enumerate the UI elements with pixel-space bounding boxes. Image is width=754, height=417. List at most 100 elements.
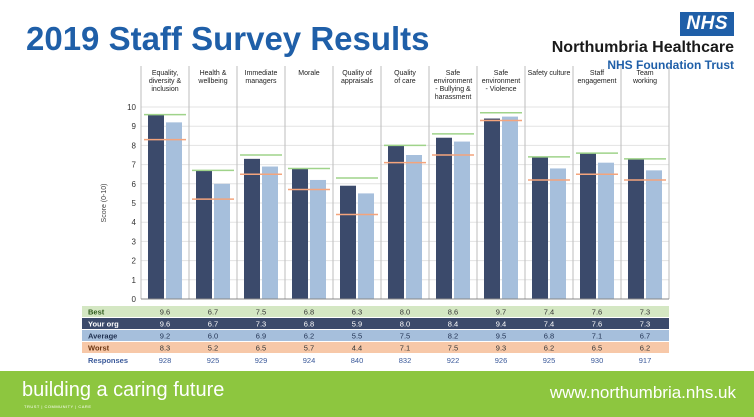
bar-average <box>262 166 278 299</box>
table-cell: 8.0 <box>400 308 410 317</box>
bar-average <box>358 193 374 299</box>
y-axis-label: Score (0-10) <box>101 184 108 223</box>
y-tick-label: 9 <box>132 122 137 131</box>
category-label: Morale <box>298 70 320 77</box>
table-cell: 6.0 <box>208 332 218 341</box>
responses-value: 925 <box>207 356 220 365</box>
table-row-label: Average <box>88 332 117 341</box>
table-cell: 6.7 <box>640 332 650 341</box>
table-cell: 9.6 <box>160 320 170 329</box>
responses-value: 840 <box>351 356 364 365</box>
category-label: Safe environment - Bullying & harassment <box>434 70 473 101</box>
table-cell: 6.9 <box>256 332 266 341</box>
category-label: Health & wellbeing <box>197 70 227 85</box>
responses-value: 922 <box>447 356 460 365</box>
bar-your-org <box>292 168 308 299</box>
category-label: Staff engagement <box>578 70 617 85</box>
table-cell: 5.9 <box>352 320 362 329</box>
bar-average <box>550 168 566 299</box>
table-cell: 9.4 <box>496 320 506 329</box>
bar-your-org <box>628 158 644 299</box>
table-row-bg <box>82 318 669 329</box>
table-cell: 9.5 <box>496 332 506 341</box>
table-cell: 8.0 <box>400 320 410 329</box>
bar-average <box>646 170 662 299</box>
responses-value: 930 <box>591 356 604 365</box>
bar-your-org <box>148 114 164 300</box>
y-tick-label: 8 <box>132 141 137 150</box>
bar-your-org <box>436 137 452 299</box>
table-cell: 6.5 <box>592 344 602 353</box>
bar-average <box>214 183 230 299</box>
table-cell: 6.2 <box>304 332 314 341</box>
responses-value: 929 <box>255 356 268 365</box>
table-cell: 6.8 <box>304 308 314 317</box>
table-cell: 6.3 <box>352 308 362 317</box>
bar-average <box>454 141 470 299</box>
trust-name: Northumbria Healthcare <box>551 39 734 56</box>
table-cell: 7.3 <box>256 320 266 329</box>
nhs-logo: NHS <box>680 12 734 36</box>
y-tick-label: 7 <box>132 161 137 170</box>
category-label: Immediate managers <box>245 70 278 85</box>
table-cell: 7.3 <box>640 308 650 317</box>
staff-survey-chart: 0 1 2 3 4 5 6 7 8 9 10 Score (0-10) Equality, diversi… <box>82 66 670 365</box>
bar-your-org <box>340 185 356 299</box>
category-label: Equality, diversity & inclusion <box>149 70 182 93</box>
table-cell: 6.7 <box>208 320 218 329</box>
y-tick-label: 6 <box>132 180 137 189</box>
y-tick-label: 10 <box>127 103 136 112</box>
table-cell: 7.6 <box>592 308 602 317</box>
responses-label: Responses <box>88 356 128 365</box>
category-label: Safety culture <box>528 70 571 77</box>
bar-average <box>502 116 518 299</box>
website-link[interactable]: www.northumbria.nhs.uk <box>549 383 736 402</box>
y-tick-label: 5 <box>132 199 137 208</box>
table-cell: 6.7 <box>208 308 218 317</box>
responses-value: 924 <box>303 356 316 365</box>
y-tick-label: 1 <box>132 276 137 285</box>
bar-your-org <box>484 118 500 300</box>
bar-your-org <box>388 145 404 299</box>
y-tick-label: 2 <box>132 257 137 266</box>
bar-your-org <box>532 156 548 299</box>
y-tick-label: 0 <box>132 295 137 304</box>
footer-bar: building a caring future TRUST | COMMUNI… <box>0 371 754 417</box>
responses-value: 925 <box>543 356 556 365</box>
table-cell: 4.4 <box>352 344 362 353</box>
bar-your-org <box>580 153 596 299</box>
table-cell: 7.5 <box>400 332 410 341</box>
bar-your-org <box>196 170 212 299</box>
table-cell: 7.5 <box>256 308 266 317</box>
table-cell: 9.6 <box>160 308 170 317</box>
category-label: Safe environment - Violence <box>482 70 521 93</box>
table-cell: 7.1 <box>592 332 602 341</box>
table-row-label: Worst <box>88 344 110 353</box>
trust-subtitle: NHS Foundation Trust <box>607 58 734 72</box>
table-cell: 6.8 <box>544 332 554 341</box>
slide-title: 2019 Staff Survey Results <box>26 20 430 57</box>
table-cell: 7.5 <box>448 344 458 353</box>
table-cell: 7.3 <box>640 320 650 329</box>
footer-tagline: building a caring future <box>22 379 225 401</box>
table-row-bg <box>82 342 669 353</box>
trust-branding: NHS Northumbria Healthcare NHS Foundatio… <box>552 12 734 72</box>
footer-tagline-sub: TRUST | COMMUNITY | CARE <box>24 404 92 409</box>
table-cell: 7.4 <box>544 320 554 329</box>
table-cell: 8.3 <box>160 344 170 353</box>
table-row-label: Best <box>88 308 105 317</box>
table-cell: 5.2 <box>208 344 218 353</box>
table-cell: 9.7 <box>496 308 506 317</box>
bar-average <box>310 179 326 299</box>
table-cell: 5.7 <box>304 344 314 353</box>
table-row-label: Your org <box>88 320 119 329</box>
table-cell: 8.6 <box>448 308 458 317</box>
responses-value: 928 <box>159 356 172 365</box>
table-cell: 9.3 <box>496 344 506 353</box>
table-cell: 7.6 <box>592 320 602 329</box>
table-cell: 6.5 <box>256 344 266 353</box>
y-tick-label: 4 <box>132 218 137 227</box>
table-cell: 5.5 <box>352 332 362 341</box>
category-label: Team working <box>632 70 657 85</box>
responses-value: 917 <box>639 356 652 365</box>
